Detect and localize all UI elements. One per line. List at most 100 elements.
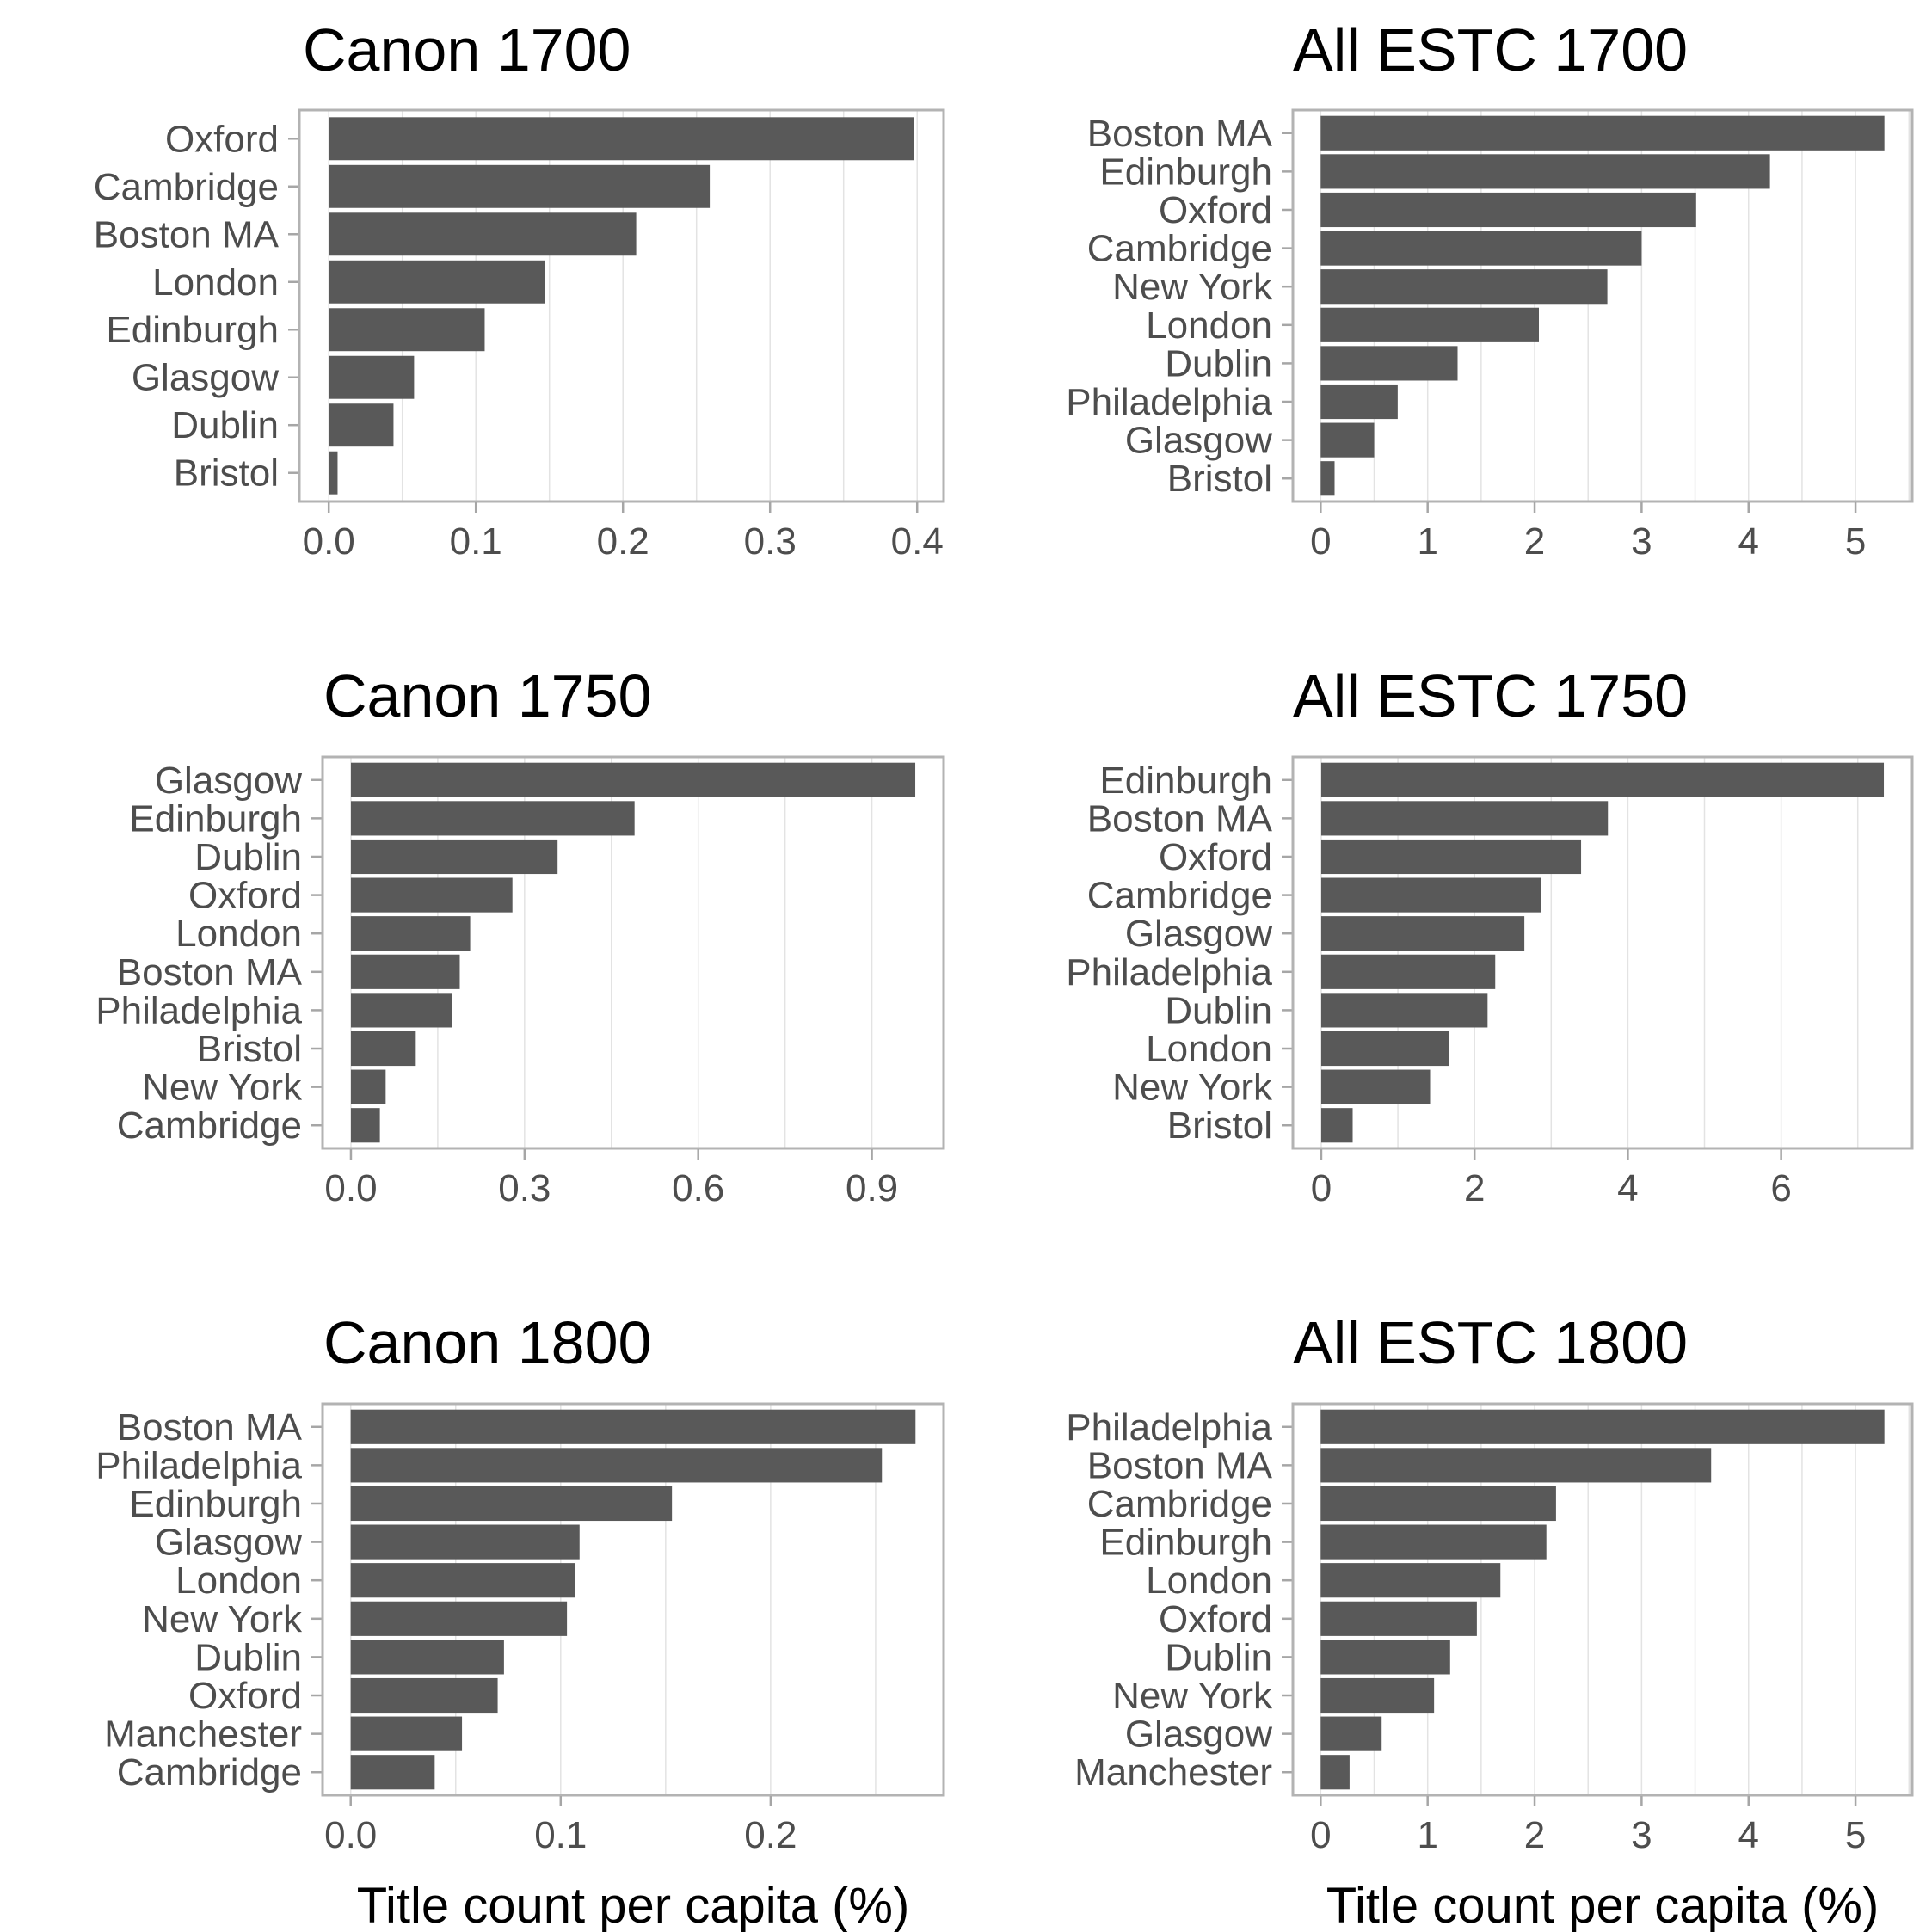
bar-london <box>350 916 471 951</box>
bar-oxford <box>350 877 513 913</box>
category-label: New York <box>1112 266 1273 308</box>
category-label: Manchester <box>1074 1751 1272 1794</box>
bar-manchester <box>1320 1755 1350 1790</box>
bar-new-york <box>1320 1069 1431 1104</box>
bar-philadelphia <box>1320 954 1496 989</box>
category-label: Oxford <box>1159 189 1272 231</box>
category-label: Dublin <box>171 404 279 446</box>
bar-london <box>350 1563 575 1598</box>
panel-frame <box>1291 108 1914 503</box>
x-tick-label: 0 <box>1310 520 1331 563</box>
x-tick-label: 2 <box>1464 1167 1485 1209</box>
panel-frame <box>321 1402 945 1797</box>
bar-london <box>1320 1031 1449 1067</box>
bar-philadelphia <box>350 1448 883 1483</box>
category-label: Manchester <box>104 1714 302 1756</box>
category-label: Cambridge <box>94 166 279 208</box>
bar-oxford <box>1320 839 1582 875</box>
bar-edinburgh <box>1320 762 1885 797</box>
x-tick-label: 4 <box>1738 520 1758 563</box>
category-label: Oxford <box>1159 1598 1272 1640</box>
x-tick-label: 4 <box>1617 1167 1638 1209</box>
category-label: Bristol <box>174 452 279 495</box>
bar-london <box>329 260 545 304</box>
category-label: Bristol <box>1167 458 1272 500</box>
category-label: Oxford <box>1159 836 1272 878</box>
category-label: Edinburgh <box>129 1483 302 1525</box>
category-label: Boston MA <box>117 1406 303 1449</box>
category-label: Glasgow <box>155 1522 302 1564</box>
bar-dublin <box>1320 1640 1450 1675</box>
bar-dublin <box>350 1640 504 1675</box>
x-tick-label: 3 <box>1631 520 1652 563</box>
category-label: Boston MA <box>1087 797 1273 840</box>
x-tick-label: 0.4 <box>891 520 944 563</box>
category-label: Edinburgh <box>1099 760 1272 802</box>
x-tick-label: 0.0 <box>303 520 355 563</box>
category-label: Dublin <box>194 836 302 878</box>
panel-canon-1750: Canon 1750 GlasgowEdinburghDublinOxfordLo… <box>95 662 945 1209</box>
bar-bristol <box>329 451 338 495</box>
panel-frame <box>1291 755 1914 1150</box>
x-tick-label: 1 <box>1417 1814 1437 1856</box>
bar-new-york <box>350 1601 568 1636</box>
panel-canon-1800: Canon 1800 Boston MAPhiladelphiaEdinburgh… <box>95 1309 945 1932</box>
panel-title: All ESTC 1750 <box>1293 662 1688 729</box>
bar-oxford <box>329 117 914 161</box>
bar-philadelphia <box>1320 384 1398 420</box>
x-tick-label: 0.6 <box>672 1167 724 1209</box>
bar-bristol <box>1320 461 1335 496</box>
x-tick-label: 3 <box>1631 1814 1652 1856</box>
category-label: Glasgow <box>132 357 279 399</box>
x-tick-label: 0.0 <box>324 1167 377 1209</box>
category-label: Dublin <box>1165 342 1272 385</box>
category-label: New York <box>1112 1675 1273 1717</box>
x-tick-label: 0.1 <box>534 1814 587 1856</box>
bar-bristol <box>350 1031 416 1067</box>
bar-edinburgh <box>350 1486 673 1522</box>
panel-frame <box>1291 1402 1914 1797</box>
bar-oxford <box>350 1677 498 1714</box>
panel-title: Canon 1800 <box>323 1309 651 1376</box>
panel-frame <box>321 755 945 1150</box>
bar-cambridge <box>1320 877 1541 913</box>
panel-title: Canon 1750 <box>323 662 651 729</box>
panel-title: All ESTC 1700 <box>1293 16 1688 83</box>
category-label: Philadelphia <box>95 1444 302 1486</box>
category-label: Cambridge <box>1087 875 1272 917</box>
category-label: Glasgow <box>1125 420 1272 462</box>
category-label: Cambridge <box>117 1751 302 1794</box>
x-tick-label: 2 <box>1524 1814 1545 1856</box>
category-label: Glasgow <box>155 760 302 802</box>
bar-dublin <box>1320 993 1488 1028</box>
category-label: Dublin <box>194 1636 302 1678</box>
x-tick-label: 6 <box>1770 1167 1791 1209</box>
category-label: Philadelphia <box>1066 951 1272 994</box>
bar-boston-ma <box>1320 801 1609 836</box>
bar-boston-ma <box>350 1409 916 1444</box>
bar-edinburgh <box>329 308 485 352</box>
category-label: Edinburgh <box>106 309 279 351</box>
bar-dublin <box>1320 346 1458 381</box>
bar-glasgow <box>329 355 415 399</box>
bar-oxford <box>1320 192 1696 228</box>
x-tick-label: 5 <box>1845 520 1866 563</box>
panel-frame <box>298 108 945 503</box>
bar-cambridge <box>1320 231 1642 266</box>
bar-new-york <box>350 1069 386 1104</box>
category-label: Dublin <box>1165 1636 1272 1678</box>
category-label: Oxford <box>165 118 279 160</box>
x-axis-title: Title count per capita (%) <box>357 1878 910 1932</box>
bar-edinburgh <box>1320 154 1770 189</box>
bar-edinburgh <box>350 801 635 836</box>
bar-glasgow <box>350 762 916 797</box>
category-label: Boston MA <box>1087 113 1273 155</box>
category-label: Oxford <box>188 1675 302 1717</box>
category-label: Glasgow <box>1125 913 1272 955</box>
panel-canon-1700: Canon 1700 Oxford Cambridge Boston MA London… <box>94 16 945 563</box>
category-label: Edinburgh <box>129 797 302 840</box>
bar-glasgow <box>1320 1716 1382 1751</box>
category-label: London <box>1146 305 1272 347</box>
category-label: New York <box>142 1067 303 1109</box>
